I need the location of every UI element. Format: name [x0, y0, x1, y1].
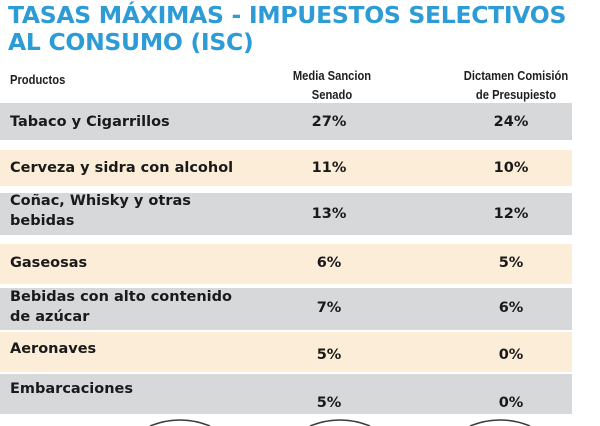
row-label: Bebidas con alto contenido de azúcar	[10, 287, 232, 327]
row-label-line: Bebidas con alto contenido	[10, 289, 232, 305]
header-dictamen-line-2: de Presupiesto	[475, 87, 557, 102]
value-senado: 11%	[311, 160, 347, 176]
table-row: Coñac, Whisky y otras bebidas 13% 12%	[0, 193, 572, 235]
row-label-line: Aeronaves	[10, 341, 97, 357]
header-senado-line-2: Senado	[311, 87, 353, 102]
row-label-line: bebidas	[10, 213, 75, 229]
header-media-sancion-senado: Media Sancion Senado	[272, 66, 392, 104]
table-row: Embarcaciones 5% 0%	[0, 374, 572, 414]
arc-decoration	[309, 419, 371, 426]
value-dictamen: 6%	[498, 300, 524, 316]
row-label: Coñac, Whisky y otras bebidas	[10, 191, 191, 231]
table-row: Cerveza y sidra con alcohol 11% 10%	[0, 150, 572, 186]
table-title: TASAS MÁXIMAS - IMPUESTOS SELECTIVOS AL …	[8, 1, 567, 56]
row-label-line: Tabaco y Cigarrillos	[10, 114, 170, 130]
header-products: Productos	[10, 72, 66, 87]
value-senado: 5%	[316, 347, 342, 363]
value-dictamen: 12%	[493, 206, 529, 222]
table-row: Gaseosas 6% 5%	[0, 244, 572, 284]
arc-decoration	[469, 419, 531, 426]
value-dictamen: 0%	[498, 347, 524, 363]
row-label: Aeronaves	[10, 339, 96, 359]
value-senado: 27%	[311, 114, 347, 130]
row-label-line: Cerveza y sidra con alcohol	[10, 160, 234, 176]
decorative-arcs	[149, 419, 531, 426]
row-label-line: Embarcaciones	[10, 381, 134, 397]
row-label: Gaseosas	[10, 253, 87, 273]
value-dictamen: 10%	[493, 160, 529, 176]
row-label-line: Gaseosas	[10, 255, 88, 271]
table-row: Bebidas con alto contenido de azúcar 7% …	[0, 288, 572, 330]
value-dictamen: 5%	[498, 255, 524, 271]
value-dictamen: 0%	[498, 395, 524, 411]
header-dictamen-line-1: Dictamen Comisión	[463, 68, 569, 83]
header-dictamen-comision: Dictamen Comisión de Presupiesto	[447, 66, 585, 104]
row-label: Tabaco y Cigarrillos	[10, 112, 170, 132]
row-label-line: de azúcar	[10, 309, 90, 325]
row-label: Cerveza y sidra con alcohol	[10, 158, 233, 178]
header-senado-line-1: Media Sancion	[292, 68, 372, 83]
table-row: Aeronaves 5% 0%	[0, 332, 572, 372]
value-senado: 5%	[316, 395, 342, 411]
row-label: Embarcaciones	[10, 379, 133, 399]
table-row: Tabaco y Cigarrillos 27% 24%	[0, 103, 572, 140]
arc-decoration	[149, 419, 211, 426]
value-senado: 13%	[311, 206, 347, 222]
row-label-line: Coñac, Whisky y otras	[10, 193, 191, 209]
value-senado: 7%	[316, 300, 342, 316]
value-dictamen: 24%	[493, 114, 529, 130]
value-senado: 6%	[316, 255, 342, 271]
